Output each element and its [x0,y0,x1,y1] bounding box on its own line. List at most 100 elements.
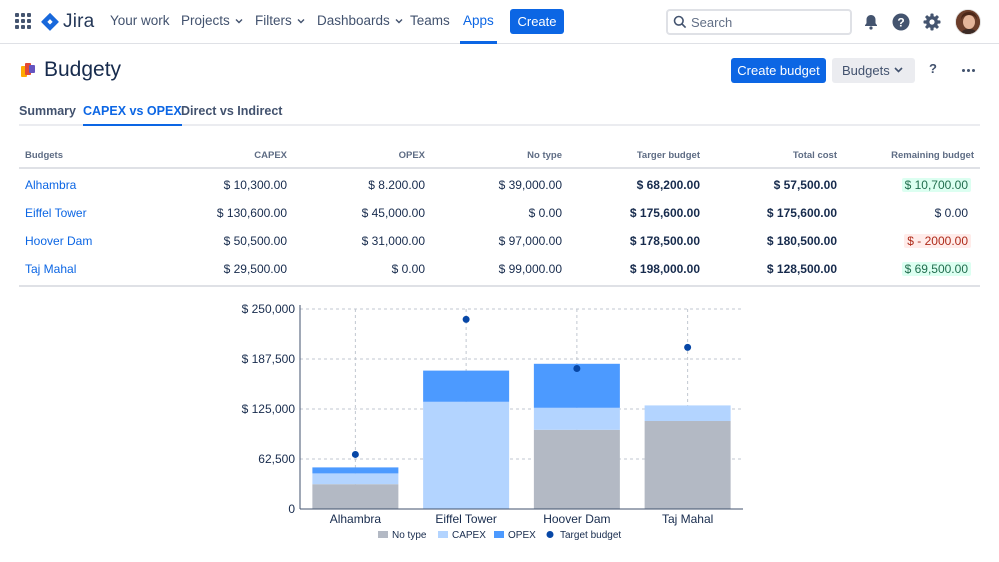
col-header-total-cost: Total cost [792,150,837,161]
nav-your-work[interactable]: Your work [110,0,170,44]
nav-projects[interactable]: Projects [181,0,243,44]
nav-label: Your work [110,13,170,28]
search-input[interactable] [691,13,846,31]
more-options-icon[interactable] [962,69,975,72]
x-tick-label: Alhambra [330,512,382,526]
bar-segment [312,473,399,485]
table-row: Hoover Dam $ 50,500.00 $ 31,000.00 $ 97,000… [19,225,980,253]
cell-no-type: $ 39,000.00 [498,178,562,192]
cell-capex: $ 10,300.00 [223,178,287,192]
col-header-target-budget: Targer budget [636,150,700,161]
create-budget-button[interactable]: Create budget [731,58,826,83]
cell-capex: $ 50,500.00 [223,234,287,248]
budgets-dropdown[interactable]: Budgets [832,58,915,83]
search-icon [673,15,687,29]
cell-no-type: $ 99,000.00 [498,262,562,276]
col-header-remaining-budget: Remaining budget [891,150,974,161]
y-tick-label: 62,500 [258,452,295,466]
help-button[interactable]: ? [929,61,937,76]
remaining-lozenge: $ - 2000.00 [904,234,971,248]
cell-target-budget: $ 68,200.00 [636,178,700,192]
legend-swatch [378,531,388,538]
cell-capex: $ 130,600.00 [216,206,287,220]
chevron-down-icon [395,19,403,24]
cell-total-cost: $ 57,500.00 [773,178,837,192]
budgets-table: Budgets CAPEX OPEX No type Targer budget… [19,145,980,281]
search-box[interactable] [666,9,852,35]
chart-svg: 0 62,500 $ 125,000 $ 187,500 $ 250,000 Alhamb… [242,302,743,541]
app-switcher-icon[interactable] [15,13,31,29]
nav-label: Filters [255,13,292,28]
nav-teams[interactable]: Teams [410,0,450,44]
table-divider [19,285,980,287]
bar-segment [312,467,399,474]
jira-logo-icon [41,12,59,31]
bar-segment [644,405,731,421]
bar-segment [533,429,620,509]
cell-remaining-budget: $ 69,500.00 [901,262,971,276]
jira-logo[interactable]: Jira [40,11,94,33]
cell-total-cost: $ 180,500.00 [766,234,837,248]
svg-text:?: ? [897,16,904,30]
nav-filters[interactable]: Filters [255,0,305,44]
nav-dashboards[interactable]: Dashboards [317,0,403,44]
legend-swatch [546,531,554,538]
chevron-down-icon [235,19,243,24]
col-header-budgets: Budgets [25,150,63,161]
cell-budget-name[interactable]: Eiffel Tower [25,206,87,220]
cell-remaining-budget: $ 0.00 [932,206,971,220]
y-tick-label: $ 125,000 [242,402,296,416]
tab-summary[interactable]: Summary [19,104,76,118]
legend-swatch [438,531,448,538]
help-icon[interactable]: ? [891,12,911,32]
cell-total-cost: $ 175,600.00 [766,206,837,220]
legend-label: OPEX [508,530,536,541]
cell-capex: $ 29,500.00 [223,262,287,276]
bar-segment [644,421,731,509]
cell-total-cost: $ 128,500.00 [766,262,837,276]
create-button[interactable]: Create [510,9,564,34]
table-body: Alhambra $ 10,300.00 $ 8.200.00 $ 39,000.00… [19,169,980,281]
y-tick-label: 0 [288,502,295,516]
budgety-app-icon [21,63,35,77]
col-header-no-type: No type [527,150,562,161]
remaining-lozenge: $ 69,500.00 [901,262,971,276]
tab-capex-vs-opex[interactable]: CAPEX vs OPEX [83,104,182,126]
legend-label: CAPEX [452,530,486,541]
y-tick-label: $ 187,500 [242,352,296,366]
tab-direct-vs-indirect[interactable]: Direct vs Indirect [181,104,283,118]
cell-remaining-budget: $ 10,700.00 [901,178,971,192]
settings-gear-icon[interactable] [922,12,942,32]
cell-budget-name[interactable]: Taj Mahal [25,262,77,276]
cell-budget-name[interactable]: Hoover Dam [25,234,93,248]
nav-label: Apps [463,13,494,28]
budgets-dropdown-label: Budgets [842,63,890,78]
bar-segment [312,484,399,509]
table-row: Alhambra $ 10,300.00 $ 8.200.00 $ 39,000.00… [19,169,980,197]
avatar-image [956,10,980,34]
x-tick-label: Hoover Dam [543,512,610,526]
table-row: Eiffel Tower $ 130,600.00 $ 45,000.00 $ 0.0… [19,197,980,225]
nav-apps[interactable]: Apps [460,0,497,44]
user-avatar[interactable] [955,9,981,35]
col-header-opex: OPEX [398,150,425,161]
col-header-capex: CAPEX [254,150,287,161]
table-row: Taj Mahal $ 29,500.00 $ 0.00 $ 99,000.00 $ 1… [19,253,980,281]
cell-no-type: $ 0.00 [528,206,562,220]
nav-label: Teams [410,13,450,28]
nav-label: Dashboards [317,13,390,28]
remaining-lozenge: $ 0.00 [934,206,968,220]
cell-no-type: $ 97,000.00 [498,234,562,248]
legend-label: Target budget [560,530,621,541]
cell-opex: $ 0.00 [391,262,425,276]
page-title: Budgety [44,58,122,81]
legend-label: No type [392,530,427,541]
cell-budget-name[interactable]: Alhambra [25,178,77,192]
tab-bar: Summary CAPEX vs OPEX Direct vs Indirect [19,104,980,126]
notification-bell-icon[interactable] [861,12,881,32]
y-tick-label: $ 250,000 [242,302,296,316]
bar-segment [533,407,620,430]
x-tick-label: Taj Mahal [662,512,713,526]
cell-opex: $ 31,000.00 [361,234,425,248]
target-point [462,315,470,323]
